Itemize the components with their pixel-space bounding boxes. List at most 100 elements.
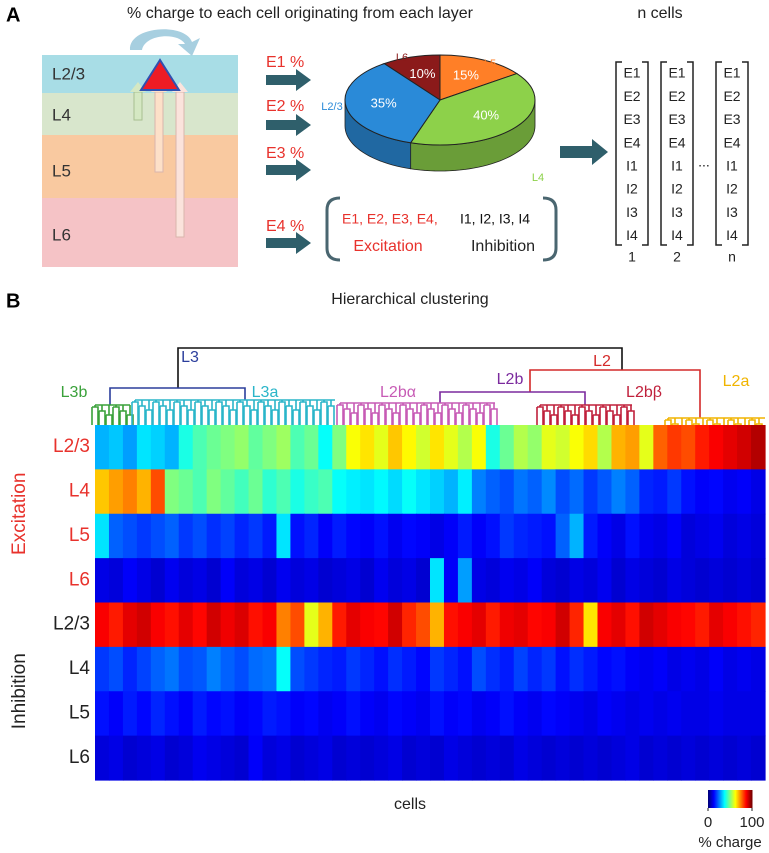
heatmap-cell: [569, 602, 585, 648]
layer-label: L4: [52, 105, 71, 124]
heatmap-cell: [290, 558, 305, 604]
heatmap-cell: [388, 425, 403, 470]
heatmap-cell: [276, 513, 292, 559]
heatmap-cell: [136, 558, 152, 604]
heatmap-cell: [583, 469, 599, 515]
arrow: [560, 139, 608, 165]
vector-index: 1: [628, 249, 636, 265]
heatmap-cell: [639, 469, 654, 515]
matrix-bracket: [687, 61, 694, 246]
heatmap-cell: [443, 425, 459, 470]
heatmap-cell: [360, 602, 375, 648]
heatmap-cell: [248, 558, 264, 604]
heatmap-cell: [248, 469, 264, 515]
heatmap-cell: [416, 735, 431, 781]
vector-entry: E1: [623, 65, 640, 81]
bracket: [542, 196, 558, 262]
row-group-label: Inhibition: [9, 653, 30, 729]
heatmap-cell: [737, 691, 752, 737]
dendrogram-leaf: [278, 400, 286, 425]
colorbar-label: % charge: [698, 834, 761, 851]
heatmap-cell: [206, 735, 222, 781]
colorbar-step: [732, 790, 734, 808]
dendrogram-leaf: [243, 400, 251, 425]
dendrogram-leaf: [713, 418, 721, 425]
heatmap-cell: [457, 735, 473, 781]
heatmap-cell: [639, 602, 654, 648]
heatmap-cell: [513, 558, 529, 604]
heatmap-cell: [262, 558, 278, 604]
heatmap-cell: [430, 558, 445, 604]
heatmap-cell: [332, 691, 347, 737]
dendrogram-leaf: [413, 403, 421, 425]
dendrogram-leaf: [357, 403, 365, 425]
heatmap-cell: [234, 469, 250, 515]
heatmap-cell: [402, 602, 417, 648]
colorbar-step: [731, 790, 733, 808]
dendrogram-leaf: [620, 405, 628, 425]
heatmap-cell: [332, 469, 347, 515]
heatmap-cell: [471, 646, 487, 692]
heatmap-cell: [653, 558, 668, 604]
dendrogram-leaf: [320, 400, 328, 425]
pie-category-label: L5: [484, 58, 496, 70]
pie-slice: [409, 72, 536, 146]
heatmap-cell: [485, 469, 501, 515]
dendrogram-leaf: [483, 403, 491, 425]
heatmap-cell: [332, 425, 347, 470]
dendrogram-leaf: [126, 405, 134, 425]
heatmap-cell: [206, 425, 222, 470]
heatmap-cell: [360, 735, 375, 781]
heatmap-cell: [290, 691, 305, 737]
heatmap-cell: [653, 469, 668, 515]
heatmap-cell: [192, 735, 208, 781]
heatmap-cell: [541, 691, 557, 737]
heatmap-cell: [513, 735, 529, 781]
colorbar-step: [718, 790, 720, 808]
heatmap-cell: [569, 558, 585, 604]
heatmap-cell: [234, 735, 250, 781]
heatmap-cell: [262, 425, 278, 470]
heatmap-cell: [95, 691, 110, 737]
heatmap-cell: [164, 469, 180, 515]
heatmap-cell: [304, 469, 319, 515]
dendrogram-leaf: [490, 403, 498, 425]
heatmap-cell: [220, 735, 236, 781]
vector-entry: I1: [726, 158, 738, 174]
heatmap-cell: [569, 469, 585, 515]
colorbar-step: [711, 790, 713, 808]
heatmap-cell: [192, 469, 208, 515]
recurrent-arrow: [129, 29, 200, 56]
heatmap-cell: [318, 602, 333, 648]
arrow: [266, 232, 311, 254]
heatmap-cell: [653, 602, 668, 648]
dendrogram-leaf: [336, 403, 344, 425]
heatmap-cell: [737, 558, 752, 604]
heatmap-cell: [262, 691, 278, 737]
dendrogram-leaf: [138, 400, 146, 425]
dendrogram-leaf: [229, 400, 237, 425]
dendrogram-leaf: [606, 405, 614, 425]
pie-value-label: 40%: [473, 107, 499, 122]
cluster-label: L2b: [497, 371, 524, 388]
heatmap-cell: [430, 602, 445, 648]
heatmap-cell: [499, 735, 515, 781]
heatmap-cell: [555, 425, 571, 470]
heatmap-cell: [527, 735, 543, 781]
heatmap-cell: [346, 558, 361, 604]
heatmap-cell: [318, 691, 333, 737]
heatmap-cell: [220, 602, 236, 648]
heatmap-cell: [667, 469, 682, 515]
vector-entry: I1: [626, 158, 638, 174]
heatmap-cell: [499, 691, 515, 737]
heatmap-cell: [276, 602, 292, 648]
dendrogram-leaf: [112, 405, 120, 425]
pie-category-label: L6: [396, 52, 408, 64]
colorbar-step: [746, 790, 748, 808]
heatmap-cell: [290, 425, 305, 470]
cluster-label: L2: [593, 353, 611, 370]
heatmap-cell: [541, 735, 557, 781]
heatmap-cell: [541, 558, 557, 604]
heatmap-cell: [597, 691, 613, 737]
heatmap-cell: [262, 469, 278, 515]
